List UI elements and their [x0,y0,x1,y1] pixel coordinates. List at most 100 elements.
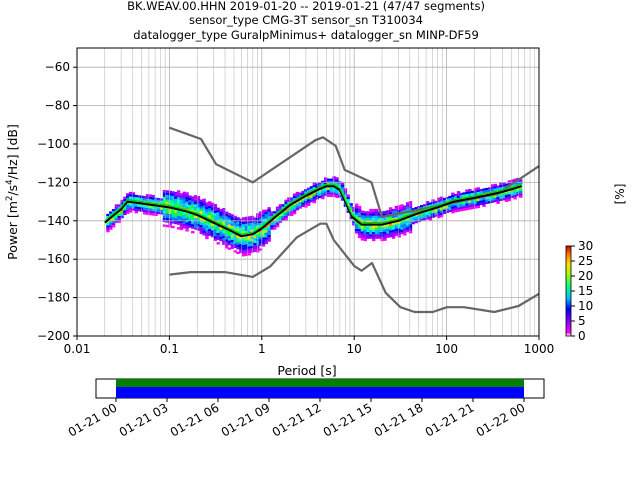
heatmap-cell [323,184,328,187]
heatmap-cell [470,193,475,196]
heatmap-cell [114,218,119,221]
heatmap-cell [185,199,189,202]
heatmap-cell [403,226,407,229]
heatmap-cell [213,229,218,232]
heatmap-cell [205,213,209,217]
heatmap-cell [295,203,300,206]
heatmap-cell [360,238,365,241]
heatmap-cell [216,207,220,210]
heatmap-cell [111,218,116,221]
heatmap-cell [394,233,399,236]
heatmap-cell [405,220,410,223]
heatmap-cell [513,197,517,200]
heatmap-cell [157,211,161,215]
heatmap-cell [244,246,249,250]
heatmap-cell [377,211,382,214]
heatmap-cell [499,182,503,185]
heatmap-cell [210,223,215,226]
heatmap-cell [244,249,249,252]
timeline-tick-label: 01-21 18 [372,400,426,439]
heatmap-cell [290,211,294,214]
heatmap-cell [383,233,387,237]
heatmap-cell [239,225,243,228]
heatmap-cell [377,236,382,239]
heatmap-cell [383,227,387,230]
heatmap-cell [493,183,498,187]
heatmap-cell [244,239,249,243]
heatmap-cell [493,186,498,189]
heatmap-cell [270,220,274,223]
heatmap-cell [261,209,266,213]
heatmap-cell [264,230,268,233]
heatmap-cell [236,221,240,225]
heatmap-cell [213,233,218,237]
heatmap-cell [120,202,124,205]
heatmap-cell [431,201,435,204]
heatmap-cell [174,191,178,195]
heatmap-cell [335,188,339,192]
heatmap-cell [244,232,249,236]
heatmap-cell [465,201,469,204]
x-tick-label: 0.1 [160,342,179,356]
heatmap-cell [442,200,447,203]
heatmap-cell [179,218,184,221]
heatmap-cell [312,194,317,197]
heatmap-cell [332,176,336,179]
heatmap-cell [482,188,486,191]
ylabel-sup-1: 2 [5,196,15,201]
heatmap-cell [241,235,246,238]
heatmap-cell [219,218,223,221]
timeline-tick-label: 01-21 03 [117,400,171,439]
heatmap-cell [241,228,246,232]
heatmap-cell [199,222,203,225]
heatmap-cell [216,212,220,215]
heatmap-cell [258,220,263,224]
heatmap-cell [408,231,413,234]
heatmap-cell [185,208,189,211]
heatmap-cell [258,211,263,214]
heatmap-cell [210,211,215,215]
heatmap-cell [309,188,314,191]
heatmap-cell [459,204,464,207]
heatmap-cell [284,215,288,219]
heatmap-cell [165,208,170,212]
heatmap-cell [456,202,461,205]
heatmap-cell [182,203,187,206]
heatmap-cell [213,231,218,234]
heatmap-cell [335,177,339,180]
heatmap-cell [292,195,297,199]
heatmap-cell [185,215,189,218]
heatmap-cell [258,234,263,237]
heatmap-cell [179,227,184,231]
heatmap-cell [247,230,252,233]
heatmap-cell [241,231,246,234]
heatmap-cell [126,206,130,210]
heatmap-cell [391,211,396,214]
heatmap-cell [284,208,288,212]
heatmap-cell [519,193,523,196]
heatmap-cell [106,223,110,226]
heatmap-cell [454,193,458,197]
heatmap-cell [134,197,138,200]
heatmap-cell [388,223,393,226]
heatmap-cell [216,228,220,231]
heatmap-cell [476,189,481,192]
heatmap-cell [199,206,203,209]
heatmap-cell [202,233,206,236]
heatmap-cell [321,183,325,186]
heatmap-cell [244,228,249,231]
heatmap-cell [318,195,322,199]
heatmap-cell [224,243,229,247]
heatmap-cell [224,216,229,219]
heatmap-cell [312,182,317,185]
heatmap-cell [114,204,119,207]
heatmap-cell [377,213,382,216]
heatmap-cell [196,198,201,201]
heatmap-cell [258,236,263,240]
heatmap-cell [439,198,444,202]
heatmap-cell [134,204,138,207]
heatmap-cell [490,200,495,203]
heatmap-cell [499,196,503,199]
heatmap-cell [496,194,500,198]
heatmap-cell [208,201,212,204]
